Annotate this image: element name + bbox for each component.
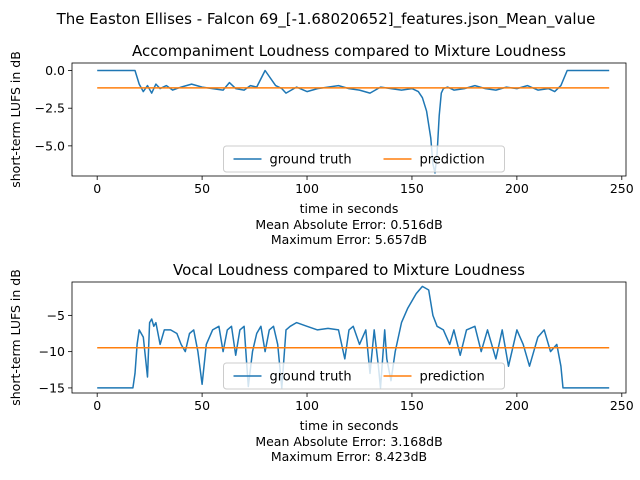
chart0-axes-frame — [71, 62, 627, 177]
chart0-xlabel: time in seconds — [300, 201, 399, 216]
chart1-series-ground-truth-line — [97, 285, 610, 389]
chart0-xtick-label: 150 — [400, 181, 424, 196]
chart1-axes-frame — [71, 281, 627, 394]
chart1-legend-label-prediction: prediction — [420, 370, 485, 385]
chart0-metric-mae: Mean Absolute Error: 0.516dB — [255, 217, 442, 232]
chart0-metric-max-error: Maximum Error: 5.657dB — [271, 232, 427, 247]
chart0-xtick-label: 100 — [295, 181, 319, 196]
chart1-ytick-label: −10 — [39, 344, 65, 359]
chart0-legend-label-prediction: prediction — [420, 153, 485, 168]
chart1-xtick-label: 200 — [505, 398, 529, 413]
vocal-chart: Vocal Loudness compared to Mixture Loudn… — [8, 261, 634, 464]
chart1-xtick-label: 250 — [610, 398, 634, 413]
chart0-ytick-label: 0.0 — [45, 63, 65, 78]
chart0-ylabel: short-term LUFS in dB — [8, 51, 23, 188]
accompaniment-chart: Accompaniment Loudness compared to Mixtu… — [8, 42, 634, 247]
chart1-legend: ground truth prediction — [223, 362, 505, 390]
chart1-xtick-label: 150 — [400, 398, 424, 413]
chart1-ytick-label: −5 — [47, 308, 65, 323]
chart0-xtick-label: 200 — [505, 181, 529, 196]
chart1-xtick-label: 50 — [194, 398, 210, 413]
chart1-xlabel: time in seconds — [300, 418, 399, 433]
chart1-ylabel: short-term LUFS in dB — [8, 269, 23, 406]
chart0-title: Accompaniment Loudness compared to Mixtu… — [132, 42, 566, 60]
chart0-legend-label-ground-truth: ground truth — [270, 153, 352, 168]
chart0-xtick-label: 50 — [194, 181, 210, 196]
chart0-ytick-label: −2.5 — [35, 101, 65, 116]
chart1-metric-max-error: Maximum Error: 8.423dB — [271, 449, 427, 464]
chart1-xtick-label: 100 — [295, 398, 319, 413]
chart1-ytick-label: −15 — [39, 380, 65, 395]
chart1-legend-label-ground-truth: ground truth — [270, 370, 352, 385]
chart1-metric-mae: Mean Absolute Error: 3.168dB — [255, 434, 442, 449]
chart0-xtick-label: 0 — [93, 181, 101, 196]
chart1-legend-box — [223, 362, 505, 390]
chart0-xtick-label: 250 — [610, 181, 634, 196]
figure-suptitle: The Easton Ellises - Falcon 69_[-1.68020… — [56, 10, 596, 29]
chart0-ytick-label: −5.0 — [35, 138, 65, 153]
chart1-title: Vocal Loudness compared to Mixture Loudn… — [173, 261, 525, 279]
chart1-xtick-label: 0 — [93, 398, 101, 413]
chart0-legend-box — [223, 145, 505, 173]
chart0-legend: ground truth prediction — [223, 145, 505, 173]
